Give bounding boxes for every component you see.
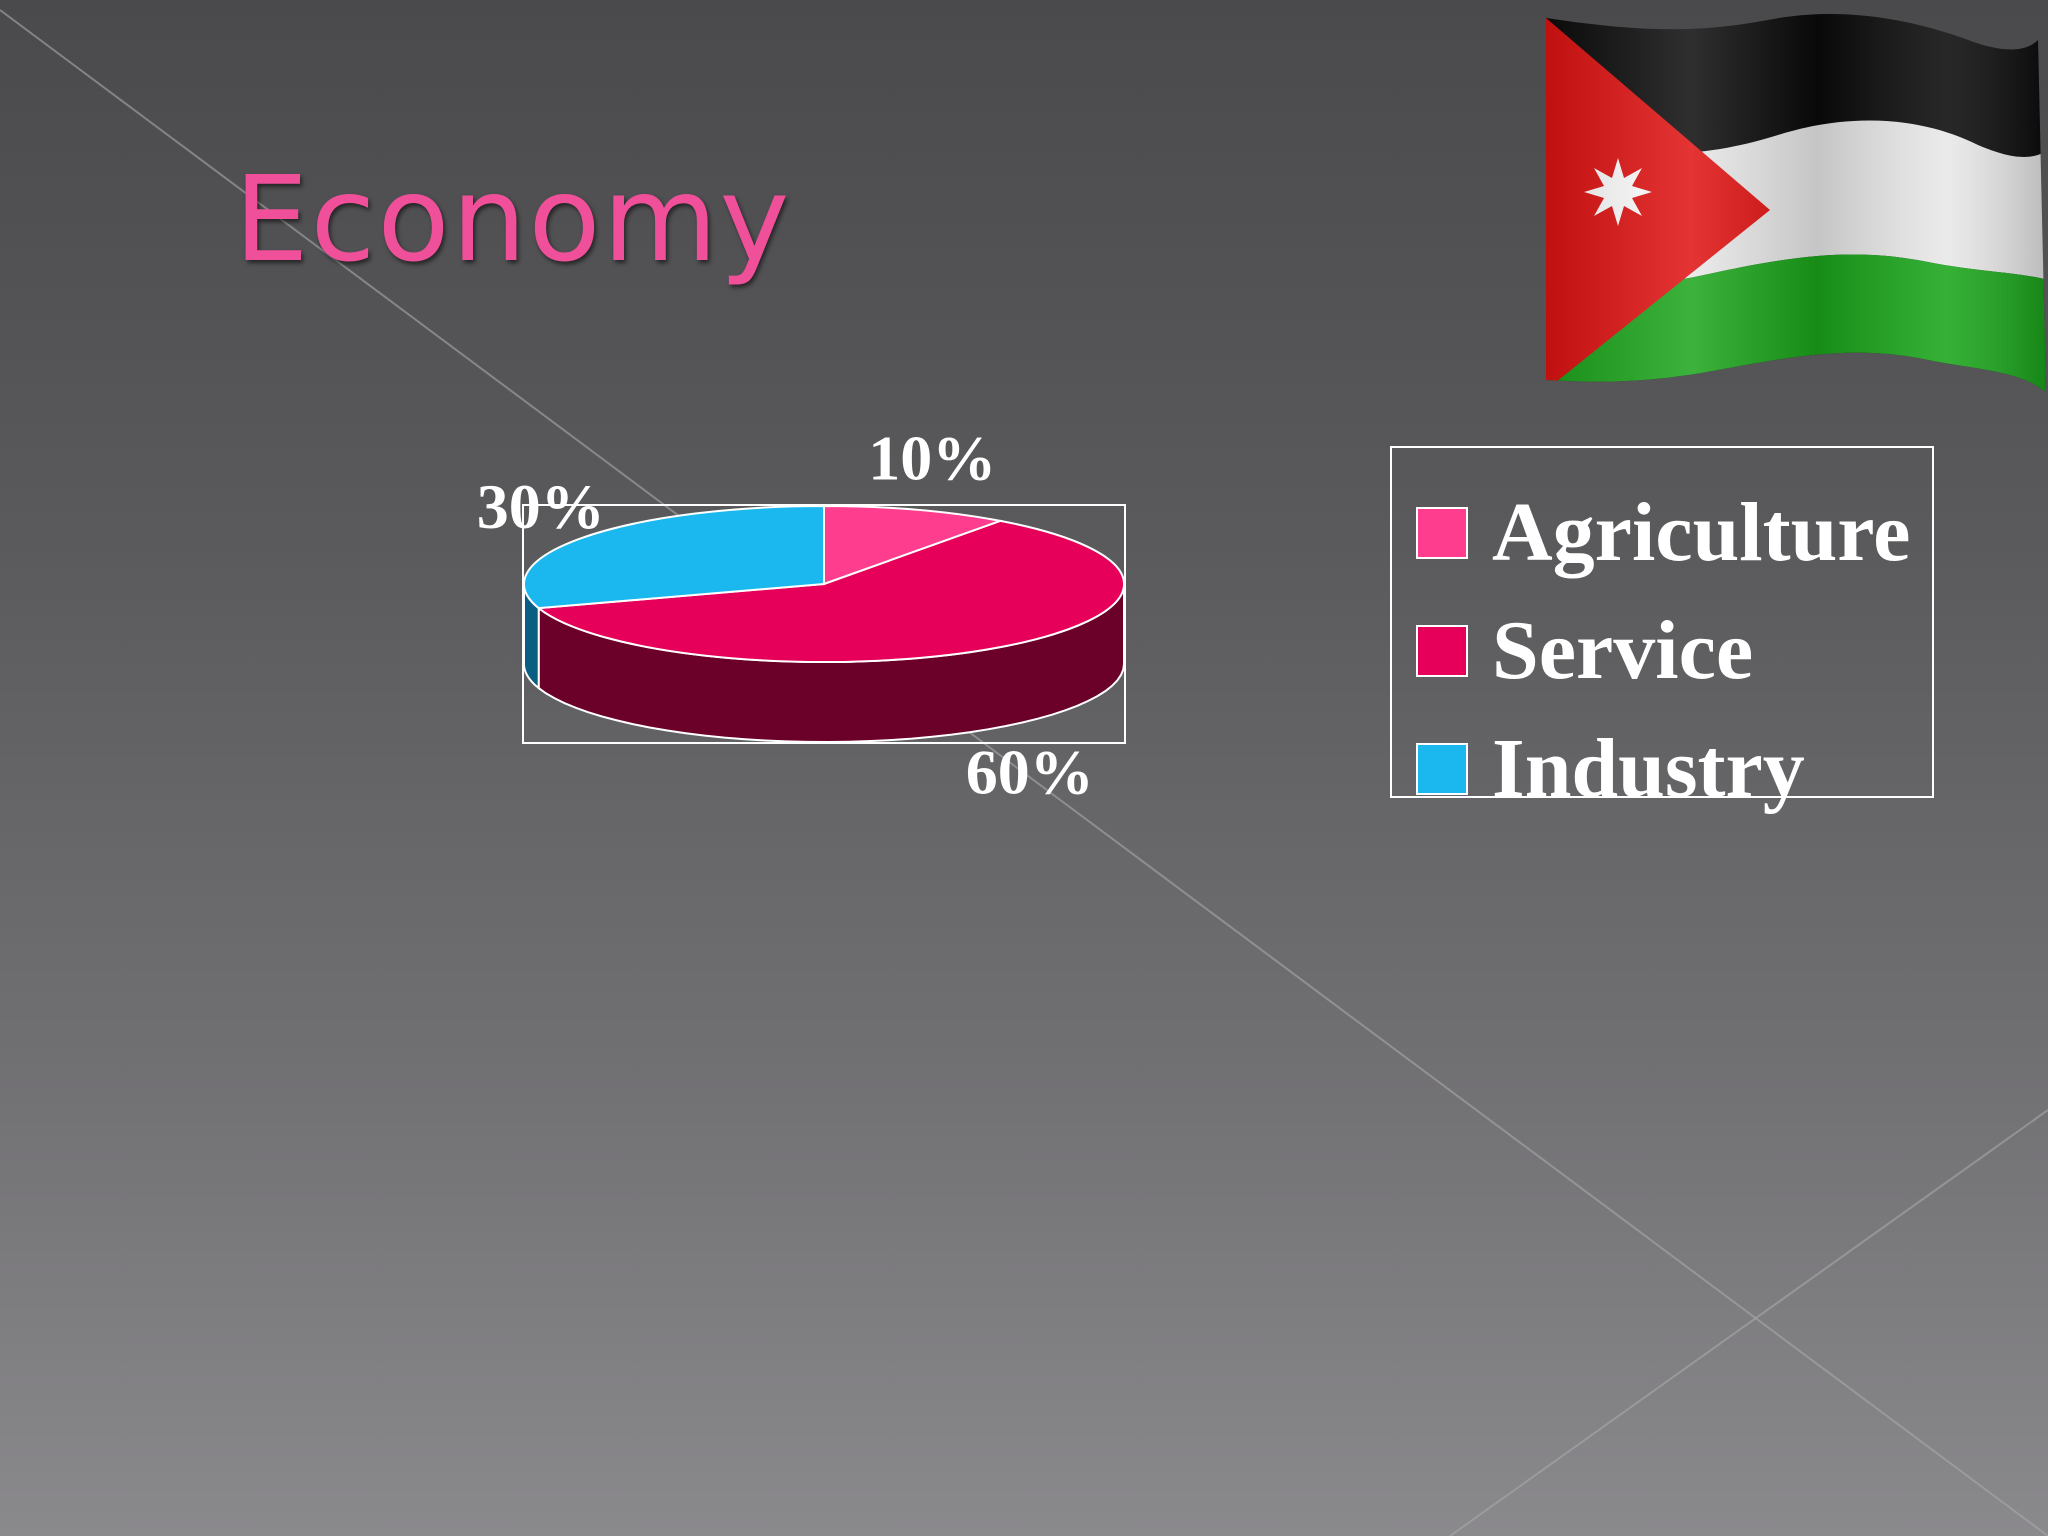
jordan-flag-icon: [1546, 13, 2046, 393]
pie-slice-agriculture: [823, 504, 1005, 586]
legend-item-service: Service: [1416, 592, 1932, 710]
legend-swatch-service: [1416, 625, 1468, 677]
pie-label-industry: 30%: [477, 471, 605, 542]
legend-swatch-agriculture: [1416, 507, 1468, 559]
legend-label-service: Service: [1492, 604, 1754, 697]
slide-title: Economy: [234, 150, 792, 288]
legend-swatch-industry: [1416, 743, 1468, 795]
pie-label-agriculture: 10%: [868, 423, 996, 494]
legend-label-industry: Industry: [1492, 722, 1805, 815]
pie-top: [523, 504, 1126, 664]
chart-legend: Agriculture Service Industry: [1390, 446, 1934, 811]
legend-label-agriculture: Agriculture: [1492, 486, 1911, 579]
legend-item-agriculture: Agriculture: [1416, 474, 1932, 592]
legend-item-industry: Industry: [1416, 710, 1932, 828]
pie-label-service: 60%: [966, 737, 1094, 808]
pie-slice-service: [536, 519, 1126, 664]
pie-slice-industry: [523, 504, 825, 610]
pie-labels: 10% 60% 30%: [477, 423, 1094, 808]
